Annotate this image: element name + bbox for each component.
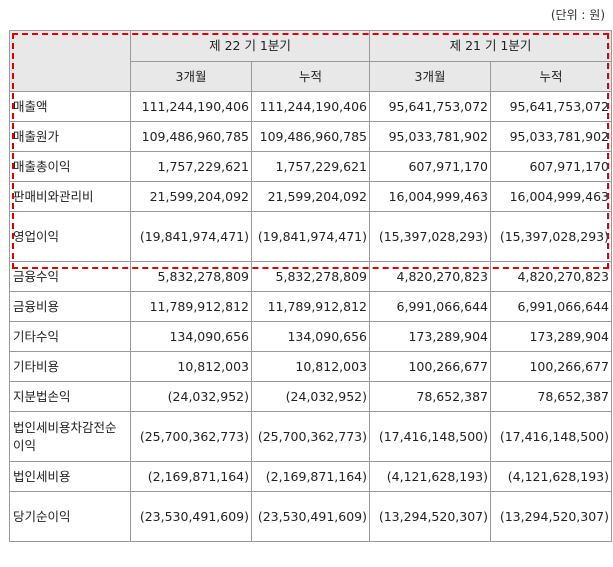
row-value-c3: 6,991,066,644 bbox=[369, 291, 491, 322]
row-label: 기타비용 bbox=[9, 351, 131, 382]
row-label: 매출총이익 bbox=[9, 151, 131, 182]
header-prior-cumulative: 누적 bbox=[490, 61, 612, 92]
header-current-3month: 3개월 bbox=[130, 61, 252, 92]
header-current-cumulative: 누적 bbox=[251, 61, 370, 92]
row-label: 매출원가 bbox=[9, 121, 131, 152]
unit-note: (단위 : 원) bbox=[550, 8, 605, 22]
row-value-c2: 1,757,229,621 bbox=[251, 151, 370, 182]
row-value-c4: (15,397,028,293) bbox=[490, 211, 612, 262]
row-value-c4: 607,971,170 bbox=[490, 151, 612, 182]
row-value-c2: 134,090,656 bbox=[251, 321, 370, 352]
header-row-periods: 제 22 기 1분기 제 21 기 1분기 bbox=[9, 30, 612, 92]
header-row-subcols: 3개월 누적 3개월 누적 bbox=[10, 61, 612, 92]
row-label: 판매비와관리비 bbox=[9, 181, 131, 212]
row-value-c3: 607,971,170 bbox=[369, 151, 491, 182]
row-value-c4: 95,033,781,902 bbox=[490, 121, 612, 152]
row-value-c3: 95,033,781,902 bbox=[369, 121, 491, 152]
row-value-c4: 78,652,387 bbox=[490, 381, 612, 412]
row-value-c3: 4,820,270,823 bbox=[369, 261, 491, 292]
table-row: 매출액 111,244,190,406 111,244,190,406 95,641,… bbox=[9, 91, 612, 122]
row-value-c1: 5,832,278,809 bbox=[130, 261, 252, 292]
row-value-c1: (25,700,362,773) bbox=[130, 411, 252, 462]
row-value-c2: (25,700,362,773) bbox=[251, 411, 370, 462]
row-value-c1: (2,169,871,164) bbox=[130, 461, 252, 492]
row-value-c1: 1,757,229,621 bbox=[130, 151, 252, 182]
header-prior-3month: 3개월 bbox=[369, 61, 491, 92]
row-label: 영업이익 bbox=[9, 211, 131, 262]
row-value-c3: (4,121,628,193) bbox=[369, 461, 491, 492]
table-row: 기타수익 134,090,656 134,090,656 173,289,904 173… bbox=[9, 321, 612, 352]
row-label: 법인세비용 bbox=[9, 461, 131, 492]
table-row: 법인세비용차감전순이익 (25,700,362,773) (25,700,362,7… bbox=[9, 411, 612, 462]
table-row: 금융수익 5,832,278,809 5,832,278,809 4,820,270,… bbox=[9, 261, 612, 292]
header-period-prior: 제 21 기 1분기 bbox=[369, 30, 612, 62]
row-value-c2: (24,032,952) bbox=[251, 381, 370, 412]
header-period-current: 제 22 기 1분기 bbox=[130, 30, 370, 62]
table-body: 매출액 111,244,190,406 111,244,190,406 95,641,… bbox=[9, 91, 612, 542]
row-value-c3: (17,416,148,500) bbox=[369, 411, 491, 462]
row-value-c4: (17,416,148,500) bbox=[490, 411, 612, 462]
row-value-c4: 6,991,066,644 bbox=[490, 291, 612, 322]
table-row: 판매비와관리비 21,599,204,092 21,599,204,092 16,00… bbox=[9, 181, 612, 212]
row-value-c3: (15,397,028,293) bbox=[369, 211, 491, 262]
header-blank-cell bbox=[9, 30, 131, 92]
table-row: 매출원가 109,486,960,785 109,486,960,785 95,033… bbox=[9, 121, 612, 152]
table-row: 지분법손익 (24,032,952) (24,032,952) 78,652,387 7… bbox=[9, 381, 612, 412]
row-label: 당기순이익 bbox=[9, 491, 131, 542]
row-label: 기타수익 bbox=[9, 321, 131, 352]
row-value-c4: 4,820,270,823 bbox=[490, 261, 612, 292]
table-row: 기타비용 10,812,003 10,812,003 100,266,677 100,2… bbox=[9, 351, 612, 382]
row-value-c2: 111,244,190,406 bbox=[251, 91, 370, 122]
table-row: 영업이익 (19,841,974,471) (19,841,974,471) (15,… bbox=[9, 211, 612, 262]
row-value-c2: (2,169,871,164) bbox=[251, 461, 370, 492]
row-value-c3: 78,652,387 bbox=[369, 381, 491, 412]
row-value-c4: (4,121,628,193) bbox=[490, 461, 612, 492]
row-value-c1: 21,599,204,092 bbox=[130, 181, 252, 212]
row-value-c1: 109,486,960,785 bbox=[130, 121, 252, 152]
income-statement-table-wrap: 제 22 기 1분기 제 21 기 1분기 3개월 누적 3개월 누적 매출액 1… bbox=[9, 30, 612, 542]
row-value-c1: (24,032,952) bbox=[130, 381, 252, 412]
row-value-c1: 111,244,190,406 bbox=[130, 91, 252, 122]
row-label: 매출액 bbox=[9, 91, 131, 122]
row-value-c4: 173,289,904 bbox=[490, 321, 612, 352]
row-value-c2: 10,812,003 bbox=[251, 351, 370, 382]
row-label: 법인세비용차감전순이익 bbox=[9, 411, 131, 462]
row-value-c3: 16,004,999,463 bbox=[369, 181, 491, 212]
row-value-c2: 11,789,912,812 bbox=[251, 291, 370, 322]
row-value-c2: (23,530,491,609) bbox=[251, 491, 370, 542]
row-value-c3: 100,266,677 bbox=[369, 351, 491, 382]
row-label: 금융수익 bbox=[9, 261, 131, 292]
table-row: 매출총이익 1,757,229,621 1,757,229,621 607,971,1… bbox=[9, 151, 612, 182]
row-value-c1: (19,841,974,471) bbox=[130, 211, 252, 262]
table-row: 법인세비용 (2,169,871,164) (2,169,871,164) (4,12… bbox=[9, 461, 612, 492]
row-value-c1: 10,812,003 bbox=[130, 351, 252, 382]
row-value-c4: 100,266,677 bbox=[490, 351, 612, 382]
row-value-c2: (19,841,974,471) bbox=[251, 211, 370, 262]
row-value-c1: 11,789,912,812 bbox=[130, 291, 252, 322]
row-value-c2: 21,599,204,092 bbox=[251, 181, 370, 212]
table-row: 금융비용 11,789,912,812 11,789,912,812 6,991,06… bbox=[9, 291, 612, 322]
row-value-c3: (13,294,520,307) bbox=[369, 491, 491, 542]
row-value-c4: 95,641,753,072 bbox=[490, 91, 612, 122]
row-value-c1: 134,090,656 bbox=[130, 321, 252, 352]
row-value-c3: 95,641,753,072 bbox=[369, 91, 491, 122]
table-row: 당기순이익 (23,530,491,609) (23,530,491,609) (13… bbox=[9, 491, 612, 542]
row-value-c1: (23,530,491,609) bbox=[130, 491, 252, 542]
row-value-c4: 16,004,999,463 bbox=[490, 181, 612, 212]
income-statement-table: 제 22 기 1분기 제 21 기 1분기 3개월 누적 3개월 누적 매출액 1… bbox=[9, 30, 612, 542]
row-label: 지분법손익 bbox=[9, 381, 131, 412]
row-value-c4: (13,294,520,307) bbox=[490, 491, 612, 542]
row-value-c2: 109,486,960,785 bbox=[251, 121, 370, 152]
row-value-c2: 5,832,278,809 bbox=[251, 261, 370, 292]
row-value-c3: 173,289,904 bbox=[369, 321, 491, 352]
row-label: 금융비용 bbox=[9, 291, 131, 322]
